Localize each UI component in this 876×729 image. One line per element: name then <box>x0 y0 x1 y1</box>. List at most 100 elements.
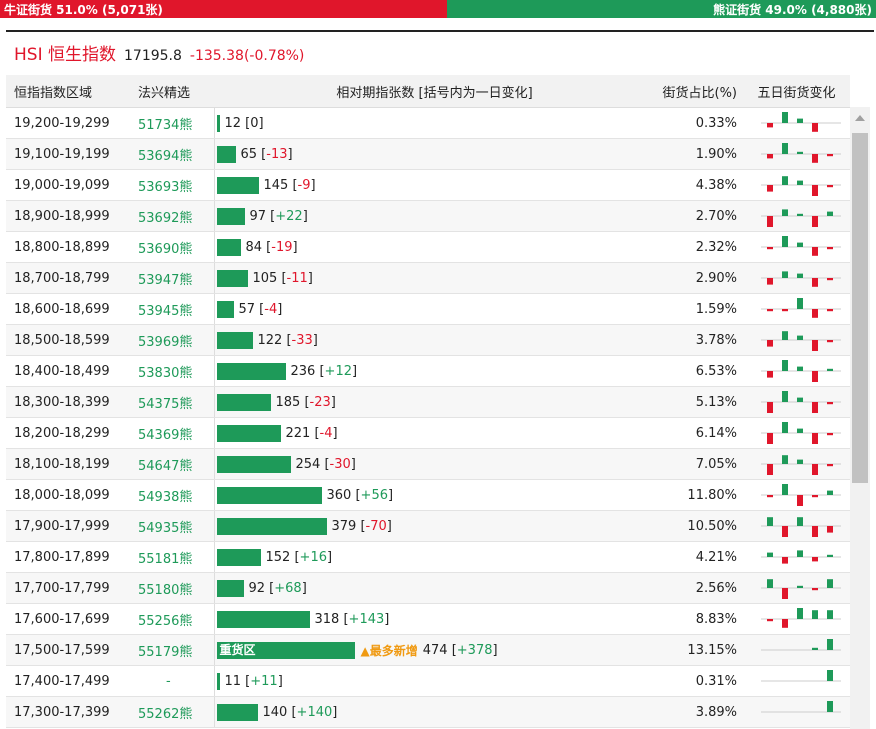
one-day-change: -13 <box>266 146 288 162</box>
table-row[interactable]: 18,100-18,199 54647熊 254 [-30] 7.05% <box>6 448 850 480</box>
sg-pick-link[interactable]: 53969熊 <box>130 324 215 356</box>
sg-pick-link[interactable]: 53692熊 <box>130 200 215 232</box>
contracts-value: 221 [-4] <box>285 425 338 441</box>
contracts-count: 185 <box>275 394 301 410</box>
one-day-change: +143 <box>348 611 385 627</box>
table-row[interactable]: 18,500-18,599 53969熊 122 [-33] 3.78% <box>6 324 850 356</box>
one-day-change: -4 <box>264 301 278 317</box>
sparkline-bar <box>812 557 818 562</box>
five-day-sparkline <box>761 701 841 713</box>
sg-pick-link[interactable]: 53690熊 <box>130 231 215 263</box>
five-day-change-cell <box>743 169 850 201</box>
sg-pick-link[interactable]: 55262熊 <box>130 696 215 728</box>
table-row[interactable]: 17,400-17,499-11 [+11] 0.31% <box>6 665 850 697</box>
five-day-change-cell <box>743 293 850 325</box>
sg-pick-link[interactable]: 54375熊 <box>130 386 215 418</box>
sg-pick-link[interactable]: 54938熊 <box>130 479 215 511</box>
scroll-up-arrow-icon[interactable] <box>855 115 865 121</box>
index-range-cell: 18,000-18,099 <box>6 479 130 511</box>
table-row[interactable]: 17,500-17,599 55179熊 重货区 ▲最多新增 474 [+378] 13.… <box>6 634 850 666</box>
sparkline-bar <box>782 557 788 564</box>
sg-pick-link[interactable]: 53693熊 <box>130 169 215 201</box>
contracts-count: 152 <box>265 549 291 565</box>
sparkline-bar <box>827 554 833 557</box>
contracts-value: 11 [+11] <box>224 673 283 689</box>
street-share-cell: 7.05% <box>655 448 743 480</box>
index-range-cell: 18,300-18,399 <box>6 386 130 418</box>
table-row[interactable]: 19,000-19,099 53693熊 145 [-9] 4.38% <box>6 169 850 201</box>
table-row[interactable]: 18,600-18,699 53945熊 57 [-4] 1.59% <box>6 293 850 325</box>
contracts-count: 318 <box>314 611 340 627</box>
index-range-cell: 17,700-17,799 <box>6 572 130 604</box>
sparkline-bar <box>827 278 833 281</box>
sg-pick-link[interactable]: 55180熊 <box>130 572 215 604</box>
one-day-change: -70 <box>365 518 387 534</box>
sg-pick-link[interactable]: 53947熊 <box>130 262 215 294</box>
sparkline-bar <box>782 360 788 371</box>
street-share-cell: 10.50% <box>655 510 743 542</box>
sparkline-bar <box>767 185 773 192</box>
street-share-cell: 4.21% <box>655 541 743 573</box>
sg-pick-link[interactable]: 53694熊 <box>130 138 215 170</box>
sparkline-bar <box>797 495 803 506</box>
street-share-cell: 6.53% <box>655 355 743 387</box>
contracts-value: 185 [-23] <box>275 394 336 410</box>
sparkline-bar <box>812 495 818 498</box>
sparkline-bar <box>827 340 833 343</box>
table-row[interactable]: 18,400-18,499 53830熊 236 [+12] 6.53% <box>6 355 850 387</box>
table-row[interactable]: 17,800-17,899 55181熊 152 [+16] 4.21% <box>6 541 850 573</box>
header-index-range: 恒指指数区域 <box>6 75 130 108</box>
contracts-count: 11 <box>224 673 242 689</box>
sg-pick-link[interactable]: 55179熊 <box>130 634 215 666</box>
five-day-sparkline <box>761 271 841 287</box>
index-range-cell: 17,500-17,599 <box>6 634 130 666</box>
table-row[interactable]: 18,300-18,399 54375熊 185 [-23] 5.13% <box>6 386 850 418</box>
one-day-change: +22 <box>275 208 303 224</box>
bear-street-share: 熊证街货 49.0% (4,880张) <box>446 0 876 18</box>
five-day-sparkline <box>761 112 841 132</box>
sparkline-bar <box>767 402 773 413</box>
table-row[interactable]: 18,200-18,299 54369熊 221 [-4] 6.14% <box>6 417 850 449</box>
sg-pick-link[interactable]: 54935熊 <box>130 510 215 542</box>
sg-pick-link[interactable]: 53945熊 <box>130 293 215 325</box>
contracts-count: 360 <box>326 487 352 503</box>
sparkline-bar <box>812 216 818 227</box>
contracts-count: 105 <box>252 270 278 286</box>
sg-pick-link[interactable]: 54647熊 <box>130 448 215 480</box>
table-row[interactable]: 18,700-18,799 53947熊 105 [-11] 2.90% <box>6 262 850 294</box>
table-row[interactable]: 17,700-17,799 55180熊 92 [+68] 2.56% <box>6 572 850 604</box>
table-row[interactable]: 18,000-18,099 54938熊 360 [+56] 11.80% <box>6 479 850 511</box>
table-row[interactable]: 18,800-18,899 53690熊 84 [-19] 2.32% <box>6 231 850 263</box>
sg-pick-link[interactable]: 54369熊 <box>130 417 215 449</box>
contracts-count: 92 <box>248 580 266 596</box>
scrollbar-thumb[interactable] <box>852 133 868 483</box>
sg-pick-link[interactable]: 53830熊 <box>130 355 215 387</box>
street-share-cell: 13.15% <box>655 634 743 666</box>
contracts-cell: 84 [-19] <box>214 231 655 263</box>
sparkline-bar <box>782 209 788 216</box>
sg-pick-link[interactable]: 55256熊 <box>130 603 215 635</box>
table-row[interactable]: 18,900-18,999 53692熊 97 [+22] 2.70% <box>6 200 850 232</box>
table-row[interactable]: 19,200-19,299 51734熊 12 [0] 0.33% <box>6 107 850 139</box>
one-day-change: +11 <box>250 673 278 689</box>
table-row[interactable]: 17,600-17,699 55256熊 318 [+143] 8.83% <box>6 603 850 635</box>
one-day-change: -19 <box>271 239 293 255</box>
table-row[interactable]: 17,900-17,999 54935熊 379 [-70] 10.50% <box>6 510 850 542</box>
one-day-change: +16 <box>299 549 327 565</box>
table-row[interactable]: 17,300-17,399 55262熊 140 [+140] 3.89% <box>6 696 850 728</box>
table-row[interactable]: 19,100-19,199 53694熊 65 [-13] 1.90% <box>6 138 850 170</box>
sparkline-bar <box>827 433 833 436</box>
sparkline-bar <box>782 619 788 628</box>
contracts-value: 84 [-19] <box>245 239 298 255</box>
contracts-value: 140 [+140] <box>262 704 338 720</box>
contracts-bar <box>216 703 258 721</box>
sg-pick-link[interactable]: 55181熊 <box>130 541 215 573</box>
contracts-value: 145 [-9] <box>263 177 316 193</box>
header-street-share: 街货占比(%) <box>655 75 743 108</box>
contracts-count: 65 <box>240 146 258 162</box>
contracts-count: 12 <box>224 115 242 131</box>
sg-pick-link[interactable]: 51734熊 <box>130 107 215 139</box>
vertical-scrollbar[interactable] <box>850 107 870 729</box>
sparkline-bar <box>797 242 803 247</box>
sparkline-bar <box>812 647 818 650</box>
